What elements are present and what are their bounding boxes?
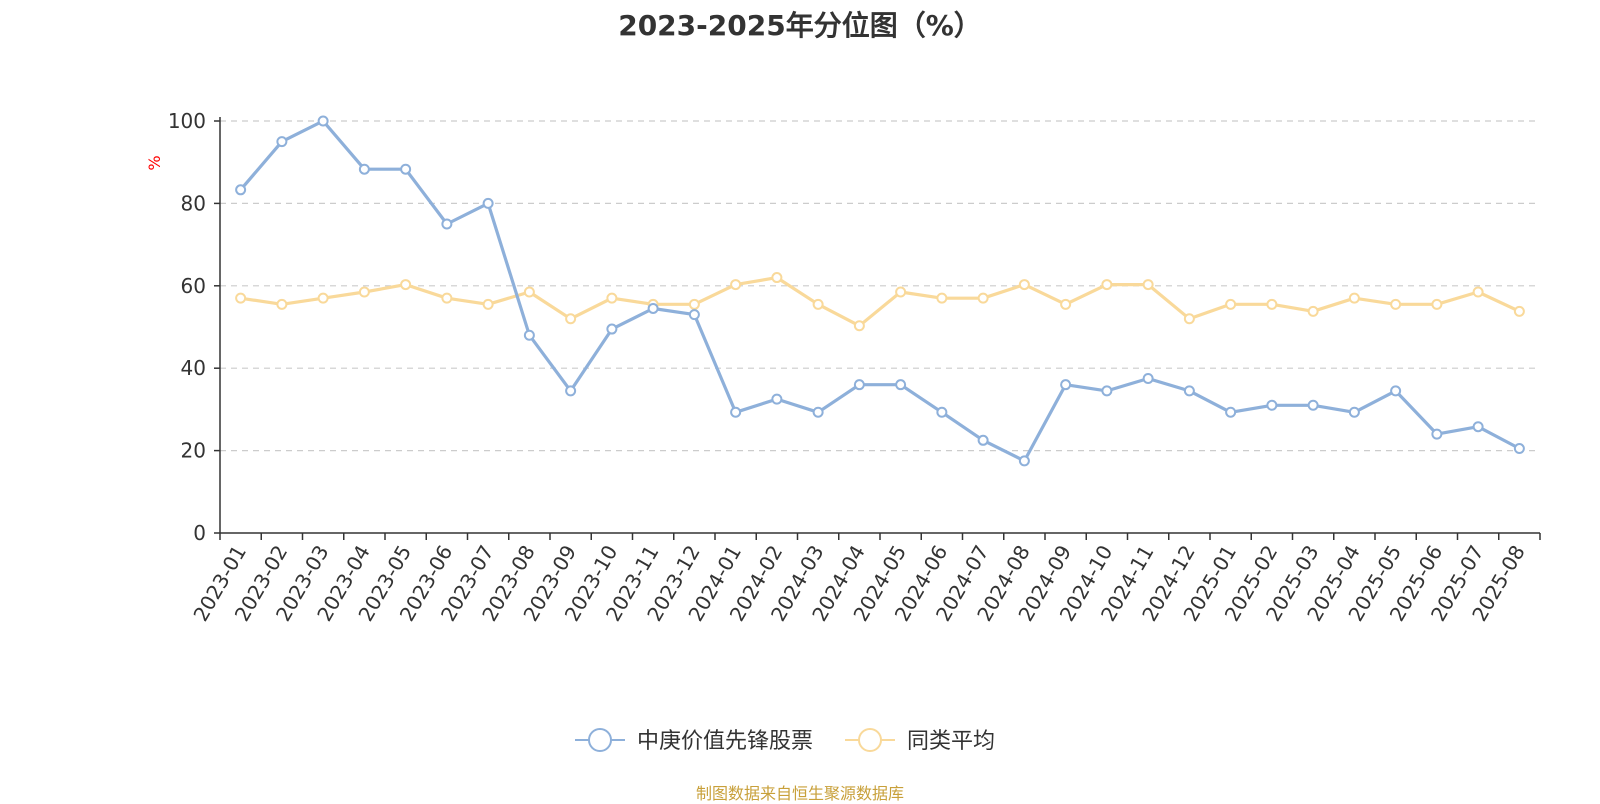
y-tick-label: 0	[193, 521, 206, 545]
data-point[interactable]	[1266, 399, 1278, 411]
data-point[interactable]	[235, 184, 247, 196]
y-axis-unit-label: %	[145, 155, 164, 170]
data-point[interactable]	[441, 218, 453, 230]
data-point[interactable]	[895, 286, 907, 298]
y-tick-label: 40	[181, 356, 206, 380]
data-point[interactable]	[565, 385, 577, 397]
series-lines	[235, 115, 1525, 467]
data-point[interactable]	[1307, 305, 1319, 317]
data-point[interactable]	[565, 313, 577, 325]
data-point[interactable]	[1390, 385, 1402, 397]
data-point[interactable]	[1348, 406, 1360, 418]
series-1	[235, 272, 1525, 332]
data-point[interactable]	[977, 434, 989, 446]
data-point[interactable]	[1183, 385, 1195, 397]
data-point[interactable]	[400, 279, 412, 291]
data-point[interactable]	[688, 309, 700, 321]
data-point[interactable]	[730, 406, 742, 418]
chart-title: 2023-2025年分位图（%）	[618, 9, 982, 42]
data-point[interactable]	[1060, 298, 1072, 310]
data-point[interactable]	[853, 379, 865, 391]
data-point[interactable]	[1101, 279, 1113, 291]
data-point[interactable]	[482, 197, 494, 209]
data-point[interactable]	[1225, 298, 1237, 310]
data-point[interactable]	[1348, 292, 1360, 304]
legend-label: 中庚价值先锋股票	[637, 729, 813, 754]
data-point[interactable]	[523, 286, 535, 298]
data-point[interactable]	[606, 292, 618, 304]
data-point[interactable]	[812, 298, 824, 310]
legend-marker-icon	[858, 728, 882, 752]
y-tick-label: 80	[181, 191, 206, 215]
data-point[interactable]	[1060, 379, 1072, 391]
data-point[interactable]	[1472, 286, 1484, 298]
legend-label: 同类平均	[907, 729, 995, 754]
data-point[interactable]	[936, 406, 948, 418]
legend-item[interactable]: 同类平均	[845, 728, 995, 754]
legend-marker-icon	[588, 728, 612, 752]
data-point[interactable]	[606, 323, 618, 335]
data-point[interactable]	[936, 292, 948, 304]
data-point[interactable]	[812, 406, 824, 418]
data-point[interactable]	[895, 379, 907, 391]
data-point[interactable]	[1513, 443, 1525, 455]
series-0	[235, 115, 1525, 467]
data-point[interactable]	[1018, 279, 1030, 291]
y-tick-label: 60	[181, 274, 206, 298]
series-line	[239, 119, 1521, 463]
legend[interactable]: 中庚价值先锋股票 同类平均	[575, 728, 995, 754]
data-point[interactable]	[1431, 298, 1443, 310]
data-point[interactable]	[771, 272, 783, 284]
series-line	[240, 276, 1521, 328]
data-point[interactable]	[1101, 385, 1113, 397]
data-point[interactable]	[1018, 455, 1030, 467]
axes: 0204060801002023-012023-022023-032023-04…	[168, 109, 1541, 625]
data-point[interactable]	[1390, 298, 1402, 310]
source-note: 制图数据来自恒生聚源数据库	[695, 784, 904, 803]
data-point[interactable]	[358, 286, 370, 298]
data-point[interactable]	[977, 292, 989, 304]
data-point[interactable]	[1472, 421, 1484, 433]
data-point[interactable]	[235, 292, 247, 304]
data-point[interactable]	[523, 329, 535, 341]
data-point[interactable]	[482, 298, 494, 310]
y-tick-label: 20	[181, 439, 206, 463]
data-point[interactable]	[853, 320, 865, 332]
data-point[interactable]	[1513, 305, 1525, 317]
data-point[interactable]	[1431, 428, 1443, 440]
data-point[interactable]	[1142, 373, 1154, 384]
data-point[interactable]	[688, 298, 700, 310]
y-tick-label: 100	[168, 109, 206, 133]
data-point[interactable]	[647, 302, 659, 314]
data-point[interactable]	[1183, 313, 1195, 325]
data-point[interactable]	[358, 163, 370, 175]
data-point[interactable]	[317, 292, 329, 304]
grid-lines	[220, 120, 1540, 452]
data-point[interactable]	[276, 298, 288, 310]
data-point[interactable]	[400, 163, 412, 175]
data-point[interactable]	[1142, 279, 1154, 291]
data-point[interactable]	[1266, 298, 1278, 310]
data-point[interactable]	[1307, 399, 1319, 411]
data-point[interactable]	[276, 136, 288, 148]
legend-item[interactable]: 中庚价值先锋股票	[575, 728, 813, 754]
data-point[interactable]	[317, 115, 329, 127]
data-point[interactable]	[1225, 406, 1237, 418]
data-point[interactable]	[730, 279, 742, 291]
data-point[interactable]	[441, 292, 453, 304]
data-point[interactable]	[771, 393, 783, 405]
